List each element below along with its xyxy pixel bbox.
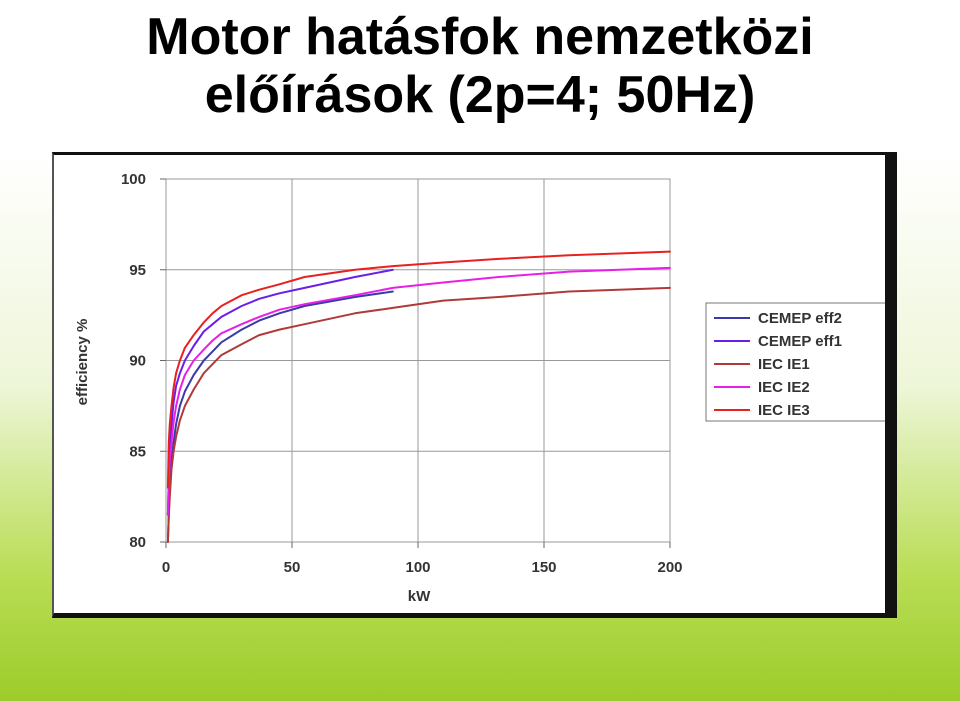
grid (165, 178, 671, 543)
y-tick-label: 80 (129, 534, 146, 551)
legend-label: IEC IE2 (758, 379, 810, 396)
slide-title: Motor hatásfok nemzetközi előírások (2p=… (0, 8, 960, 124)
legend-box (705, 302, 885, 422)
title-line-2: előírások (2p=4; 50Hz) (204, 66, 756, 124)
x-tick-label: 50 (284, 559, 301, 576)
x-tick-label: 0 (162, 559, 170, 576)
series-line-cemep-eff1 (166, 268, 394, 516)
y-tick-label: 100 (121, 171, 146, 188)
series-lines (166, 250, 671, 543)
x-axis-label: kW (408, 588, 431, 605)
y-tick-label: 90 (129, 353, 146, 370)
legend-label: CEMEP eff1 (758, 333, 842, 350)
x-tick-label: 150 (531, 559, 556, 576)
y-tick-label: 95 (129, 262, 146, 279)
title-line-1: Motor hatásfok nemzetközi (146, 8, 814, 66)
x-tick-label: 100 (405, 559, 430, 576)
legend-label: CEMEP eff2 (758, 310, 842, 327)
series-line-iec-ie1 (166, 286, 671, 543)
legend: CEMEP eff2 CEMEP eff1 IEC IE1 IEC IE2 IEC IE… (705, 302, 885, 422)
series-line-iec-ie3 (166, 250, 671, 489)
axes: 80 85 90 95 100 0 50 100 150 200 (121, 171, 683, 576)
chart-frame: 80 85 90 95 100 0 50 100 150 200 kW efficiency % … (52, 152, 897, 618)
series-line-iec-ie2 (166, 266, 671, 516)
legend-label: IEC IE3 (758, 402, 810, 419)
legend-label: IEC IE1 (758, 356, 810, 373)
y-axis-label: efficiency % (74, 319, 91, 406)
x-tick-label: 200 (657, 559, 682, 576)
y-tick-label: 85 (129, 443, 146, 460)
